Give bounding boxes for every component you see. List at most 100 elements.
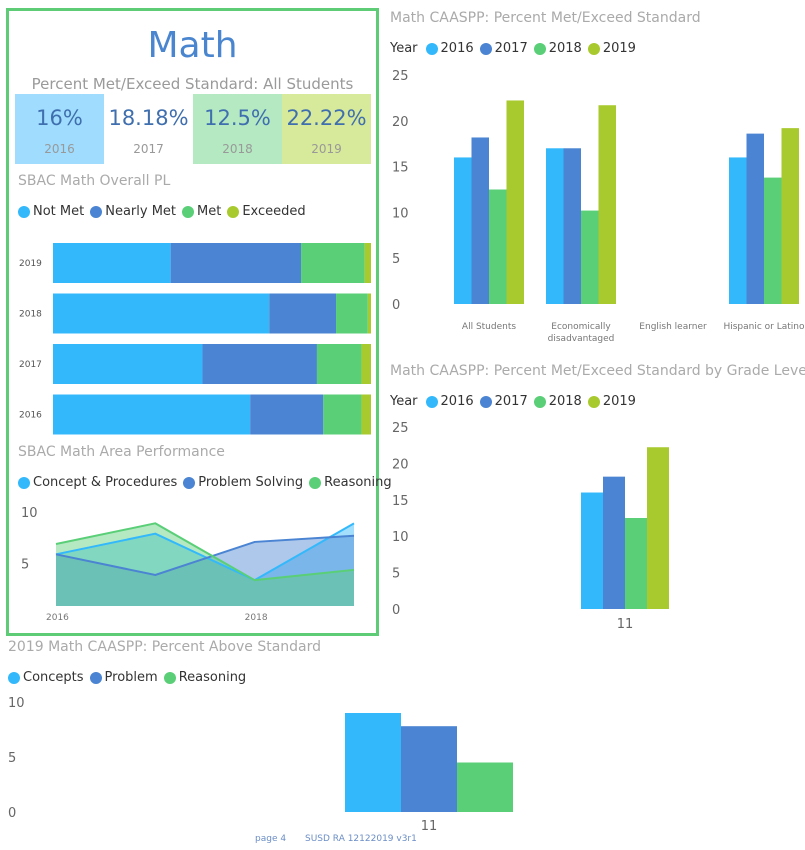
bar (603, 476, 625, 609)
footer-doc-id: SUSD RA 12122019 v3r1 (305, 834, 417, 844)
bar (471, 137, 489, 304)
legend-item-2018[interactable]: 2018 (533, 394, 582, 409)
y-tick-label: 5 (21, 558, 29, 573)
area-performance-title: SBAC Math Area Performance (18, 444, 225, 460)
legend-item-2016[interactable]: 2016 (425, 394, 474, 409)
kpi-card-2018: 12.5% 2018 (193, 94, 282, 164)
legend-dot (425, 42, 438, 55)
y-tick-label: 0 (392, 298, 400, 313)
kpi-card-2017: 18.18% 2017 (104, 94, 193, 164)
legend-item-concept-procedures[interactable]: Concept & Procedures (18, 475, 177, 490)
area-fill-1 (56, 535, 354, 606)
legend-item-2018[interactable]: 2018 (533, 41, 582, 56)
y-tick-label: 10 (8, 696, 25, 711)
legend-label: Nearly Met (105, 204, 177, 219)
page-subtitle: Percent Met/Exceed Standard: All Student… (31, 75, 354, 93)
legend-item-exceeded[interactable]: Exceeded (227, 204, 306, 219)
bar-segment-exceeded (361, 344, 371, 384)
legend-item-nearly-met[interactable]: Nearly Met (90, 204, 176, 219)
legend-item-reasoning[interactable]: Reasoning (163, 670, 247, 685)
legend-dot (587, 42, 600, 55)
bar (401, 726, 457, 812)
legend-dot (89, 671, 102, 684)
bar-segment-not-met (53, 243, 171, 283)
bar-segment-met (316, 344, 362, 384)
legend-label: 2019 (602, 394, 636, 409)
bar (598, 105, 616, 304)
bar (563, 148, 581, 304)
bar-segment-exceeded (367, 293, 371, 334)
footer-page: page 4 (255, 834, 287, 844)
area-line-0 (55, 522, 355, 582)
grade-chart-legend: Year 2016 2017 2018 2019 (390, 394, 642, 409)
legend-item-reasoning[interactable]: Reasoning (309, 475, 392, 490)
legend-label: Reasoning (178, 670, 247, 685)
legend-dot (533, 42, 546, 55)
legend-label: 2016 (440, 41, 474, 56)
legend-item-2017[interactable]: 2017 (479, 41, 528, 56)
group-chart-title: Math CAASPP: Percent Met/Exceed Standard (390, 10, 701, 26)
summary-panel: Math Percent Met/Exceed Standard: All St… (6, 8, 392, 636)
legend-item-2019[interactable]: 2019 (587, 394, 636, 409)
overall-pl-legend: Not Met Nearly Met Met Exceeded (18, 204, 312, 219)
x-tick-label: Hispanic or Latino (723, 322, 805, 332)
legend-item-2019[interactable]: 2019 (587, 41, 636, 56)
area-fill-0 (56, 523, 354, 606)
legend-title: Year (390, 41, 418, 56)
bar-segment-met (301, 243, 365, 283)
area-performance-legend: Concept & Procedures Problem Solving Rea… (18, 475, 398, 490)
legend-dot (163, 671, 176, 684)
x-tick-label: 2018 (245, 613, 268, 623)
y-tick-label: 5 (392, 252, 400, 267)
bar (345, 713, 401, 812)
legend-item-met[interactable]: Met (182, 204, 221, 219)
legend-label: Reasoning (324, 475, 392, 490)
x-tick-label: 2016 (46, 613, 69, 623)
legend-dot (587, 395, 600, 408)
above-standard-title: 2019 Math CAASPP: Percent Above Standard (8, 639, 322, 655)
legend-label: Concept & Procedures (33, 475, 178, 490)
page-title: Math (147, 25, 238, 66)
legend-dot (18, 205, 30, 218)
y-tick-label: 25 (392, 421, 409, 436)
group-chart-legend: Year 2016 2017 2018 2019 (390, 41, 642, 56)
legend-item-problem-solving[interactable]: Problem Solving (183, 475, 303, 490)
above-standard-legend: Concepts Problem Reasoning (8, 670, 252, 685)
kpi-value: 22.22% (286, 106, 367, 130)
y-tick-label: 20 (392, 457, 409, 472)
bar-segment-exceeded (364, 243, 371, 283)
legend-dot (479, 42, 492, 55)
legend-label: 2017 (494, 394, 528, 409)
legend-dot (182, 205, 195, 218)
legend-label: Concepts (23, 670, 84, 685)
legend-item-concepts[interactable]: Concepts (8, 670, 84, 685)
legend-item-2017[interactable]: 2017 (479, 394, 528, 409)
x-tick-label: English learner (639, 322, 707, 332)
legend-label: Problem (104, 670, 158, 685)
legend-label: 2018 (548, 41, 582, 56)
bar-segment-not-met (53, 344, 203, 384)
kpi-value: 16% (36, 106, 83, 130)
y-tick-label: 0 (392, 603, 400, 618)
y-tick-label: 2019 (19, 259, 42, 269)
legend-dot (8, 671, 20, 684)
y-tick-label: 15 (392, 161, 409, 176)
legend-label: 2018 (548, 394, 582, 409)
y-tick-label: 10 (21, 506, 38, 521)
legend-item-2016[interactable]: 2016 (425, 41, 474, 56)
legend-label: Exceeded (242, 204, 306, 219)
y-tick-label: 0 (8, 806, 16, 821)
legend-dot (227, 205, 240, 218)
legend-item-not-met[interactable]: Not Met (18, 204, 84, 219)
kpi-card-2019: 22.22% 2019 (282, 94, 371, 164)
area-line-1 (55, 534, 355, 577)
y-tick-label: 5 (392, 567, 400, 582)
grade-chart-title: Math CAASPP: Percent Met/Exceed Standard… (390, 363, 805, 379)
bar (546, 148, 564, 304)
legend-item-problem[interactable]: Problem (89, 670, 158, 685)
kpi-year: 2018 (222, 142, 253, 156)
legend-dot (183, 476, 196, 489)
kpi-value: 18.18% (108, 106, 189, 130)
legend-label: 2017 (494, 41, 528, 56)
legend-dot (533, 395, 546, 408)
